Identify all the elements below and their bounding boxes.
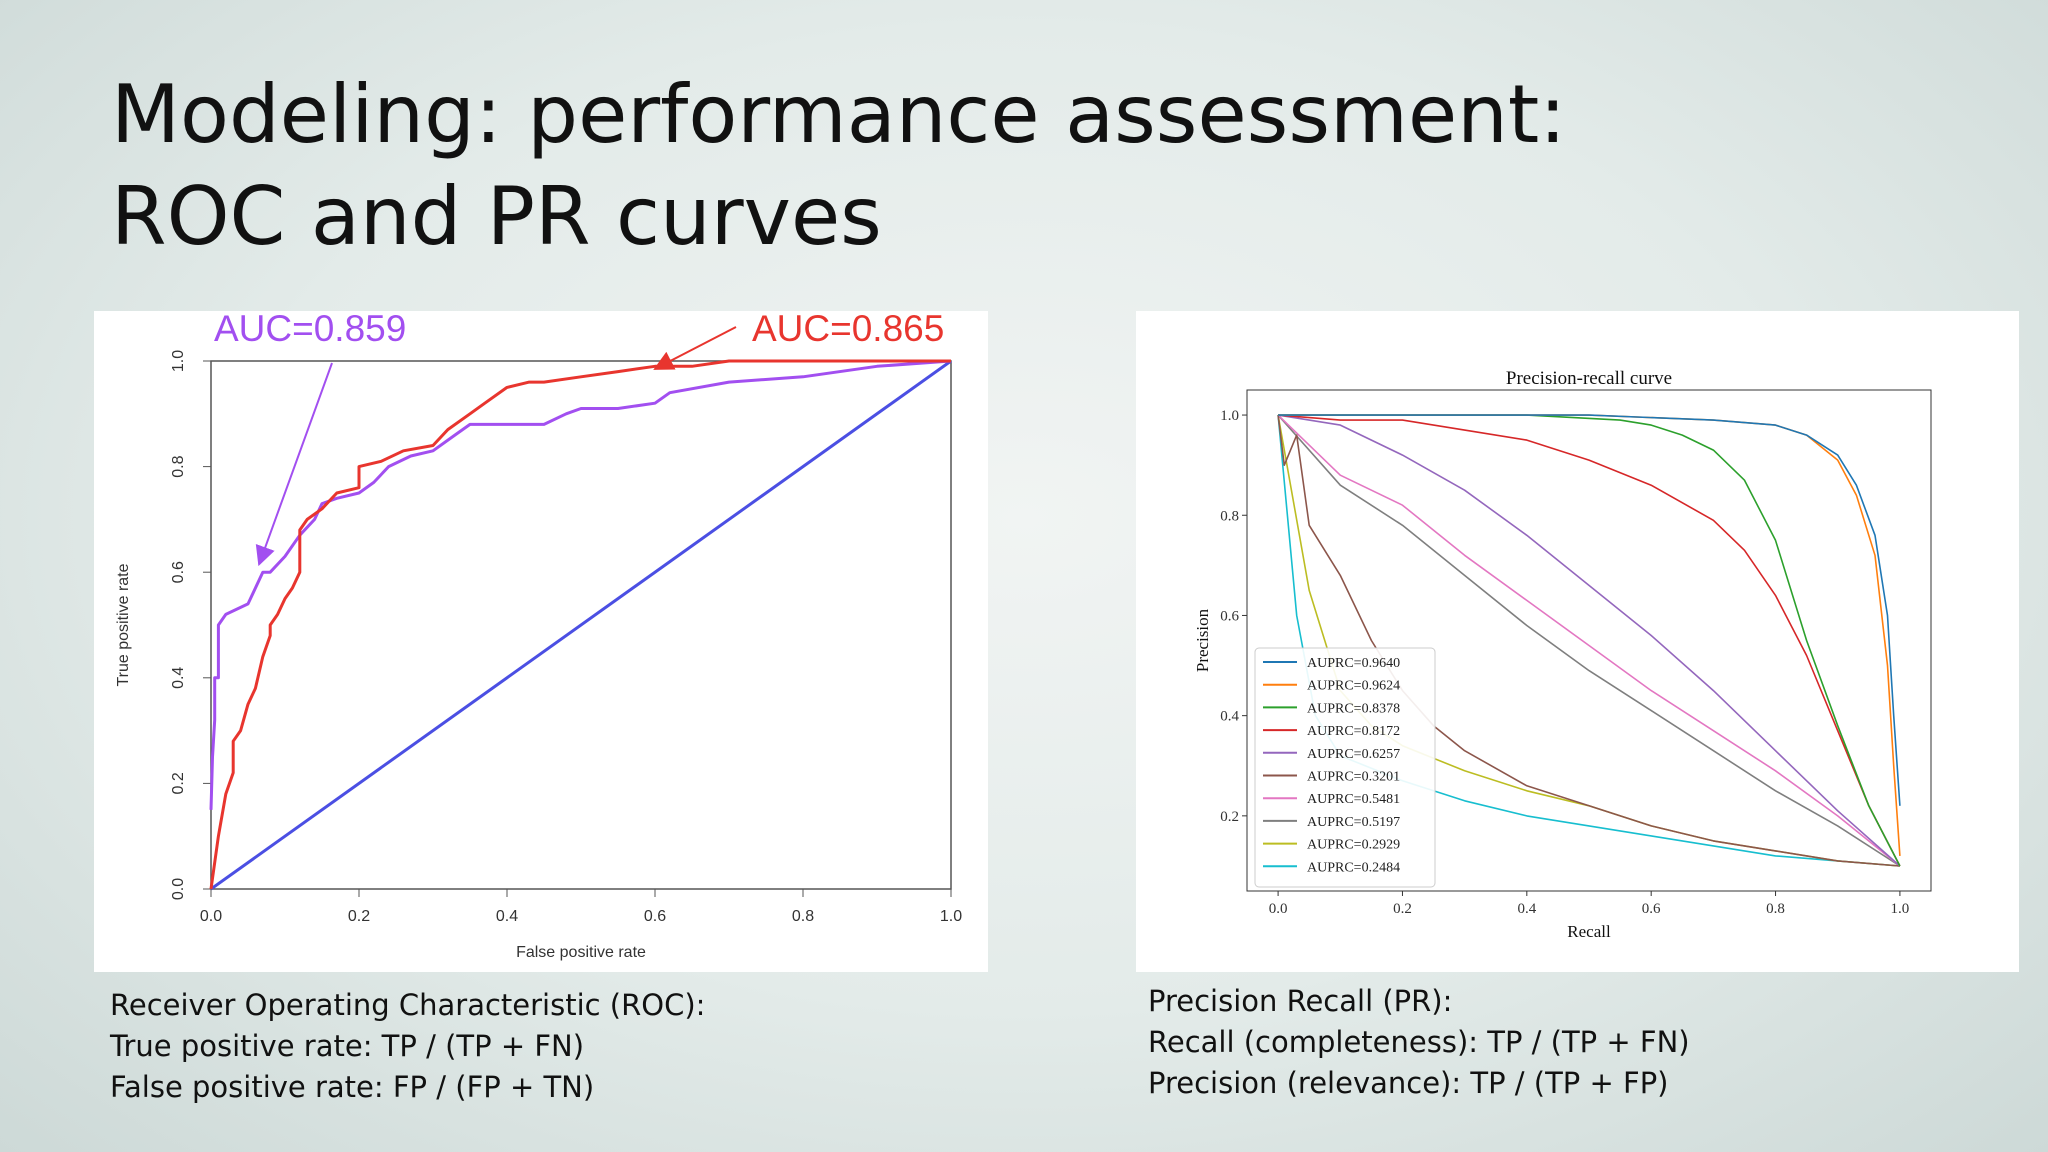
pr-chart: Precision-recall curve 0.0 0.2 0.4 0.6 0.8 1.0… xyxy=(1193,368,1932,941)
roc-chart: 0.0 0.2 0.4 0.6 0.8 1.0 0.0 0.2 0.4 0.6 0.8 1.0 Fals… xyxy=(115,311,962,961)
pr-legend-label: AUPRC=0.3201 xyxy=(1307,770,1400,785)
roc-x-tick-label: 1.0 xyxy=(940,908,962,925)
roc-x-tick-label: 0.2 xyxy=(348,908,370,925)
roc-x-axis-label: False positive rate xyxy=(516,944,646,961)
pr-legend-label: AUPRC=0.5197 xyxy=(1307,815,1400,830)
pr-legend-label: AUPRC=0.8172 xyxy=(1307,724,1400,739)
roc-plot-frame xyxy=(210,360,952,890)
roc-auc-annotation-red: AUC=0.865 xyxy=(752,311,944,349)
pr-x-tick-label: 1.0 xyxy=(1891,901,1910,917)
pr-series-line-4 xyxy=(1277,414,1901,867)
pr-series-line-3 xyxy=(1278,414,1901,867)
roc-x-tick-label: 0.8 xyxy=(792,908,814,925)
pr-y-axis-label: Precision xyxy=(1193,608,1212,672)
roc-y-tick-label: 0.8 xyxy=(170,455,187,477)
roc-series-line-0 xyxy=(209,359,952,810)
pr-x-tick-label: 0.8 xyxy=(1766,901,1785,917)
pr-x-tick-label: 0.2 xyxy=(1393,901,1412,917)
pr-y-tick-label: 0.2 xyxy=(1220,809,1239,825)
roc-x-tick-label: 0.0 xyxy=(200,908,222,925)
slide-title: Modeling: performance assessment: ROC an… xyxy=(111,64,1566,268)
roc-auc-arrow-purple xyxy=(255,362,333,567)
pr-series-line-7 xyxy=(1277,414,1901,867)
pr-legend-label: AUPRC=0.5481 xyxy=(1307,792,1400,807)
roc-caption: Receiver Operating Characteristic (ROC):… xyxy=(110,985,705,1108)
roc-series-line-1 xyxy=(209,359,951,890)
pr-x-tick-label: 0.6 xyxy=(1642,901,1661,917)
pr-series-line-0 xyxy=(1278,414,1901,806)
pr-x-tick-label: 0.4 xyxy=(1517,901,1536,917)
slide-title-line-2: ROC and PR curves xyxy=(111,170,882,263)
pr-legend-label: AUPRC=0.2484 xyxy=(1307,860,1400,875)
pr-x-axis-label: Recall xyxy=(1567,922,1611,941)
pr-legend-label: AUPRC=0.6257 xyxy=(1307,747,1400,762)
pr-chart-panel: Precision-recall curve 0.0 0.2 0.4 0.6 0.8 1.0… xyxy=(1136,311,2019,972)
pr-series-line-6 xyxy=(1277,414,1901,867)
pr-legend-label: AUPRC=0.9640 xyxy=(1307,656,1400,671)
roc-auc-arrow-red xyxy=(653,326,737,370)
roc-y-tick-label: 0.6 xyxy=(170,561,187,583)
roc-auc-annotation-purple: AUC=0.859 xyxy=(214,311,406,349)
pr-y-tick-label: 1.0 xyxy=(1220,408,1239,424)
slide-title-line-1: Modeling: performance assessment: xyxy=(111,68,1567,161)
roc-x-tick-label: 0.6 xyxy=(644,908,666,925)
roc-x-tick-label: 0.4 xyxy=(496,908,518,925)
roc-y-tick-label: 1.0 xyxy=(170,350,187,372)
pr-x-tick-label: 0.0 xyxy=(1269,901,1288,917)
roc-series-line-2 xyxy=(210,359,952,891)
roc-chart-panel: 0.0 0.2 0.4 0.6 0.8 1.0 0.0 0.2 0.4 0.6 0.8 1.0 Fals… xyxy=(94,311,988,972)
pr-caption-heading: Precision Recall (PR): xyxy=(1148,984,1453,1018)
pr-y-tick-label: 0.8 xyxy=(1220,508,1239,524)
pr-legend-box xyxy=(1254,647,1436,888)
pr-caption-precision: Precision (relevance): TP / (TP + FP) xyxy=(1148,1066,1669,1100)
roc-y-axis-label: True positive rate xyxy=(115,563,132,686)
roc-y-tick-label: 0.0 xyxy=(170,878,187,900)
roc-caption-heading: Receiver Operating Characteristic (ROC): xyxy=(110,988,706,1022)
pr-legend-label: AUPRC=0.9624 xyxy=(1307,679,1400,694)
pr-caption-recall: Recall (completeness): TP / (TP + FN) xyxy=(1148,1025,1690,1059)
pr-chart-title: Precision-recall curve xyxy=(1506,368,1672,389)
roc-y-tick-label: 0.2 xyxy=(170,772,187,794)
roc-caption-fpr: False positive rate: FP / (FP + TN) xyxy=(110,1070,595,1104)
pr-legend-label: AUPRC=0.2929 xyxy=(1307,838,1400,853)
pr-caption: Precision Recall (PR): Recall (completen… xyxy=(1148,981,1690,1104)
pr-y-tick-label: 0.6 xyxy=(1220,608,1239,624)
pr-y-tick-label: 0.4 xyxy=(1220,709,1239,725)
pr-plot-frame xyxy=(1246,389,1932,892)
roc-y-tick-label: 0.4 xyxy=(170,667,187,689)
pr-legend-label: AUPRC=0.8378 xyxy=(1307,701,1400,716)
roc-caption-tpr: True positive rate: TP / (TP + FN) xyxy=(110,1029,585,1063)
